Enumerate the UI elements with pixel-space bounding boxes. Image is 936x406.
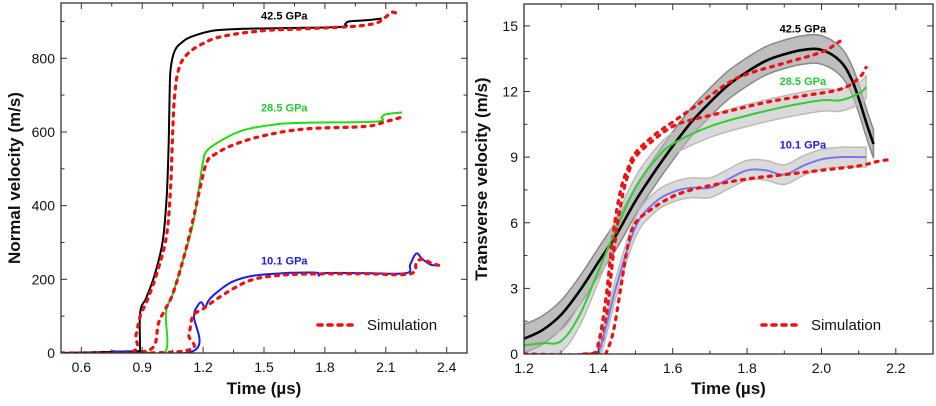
y-tick-label: 12 bbox=[502, 84, 518, 100]
y-axis-title: Normal velocity (m/s) bbox=[5, 92, 24, 264]
series-line-42-5-gpa-simulation bbox=[524, 39, 842, 354]
y-tick-label: 600 bbox=[32, 124, 56, 140]
series-line-10-1-gpa-simulation bbox=[61, 257, 441, 353]
series-label-42-5-gpa: 42.5 GPa bbox=[780, 23, 827, 35]
legend-label-simulation: Simulation bbox=[367, 317, 437, 334]
y-tick-label: 400 bbox=[32, 198, 56, 214]
x-tick-label: 1.5 bbox=[254, 359, 274, 375]
x-axis-title: Time (µs) bbox=[691, 379, 766, 398]
y-tick-label: 800 bbox=[32, 50, 56, 66]
series-line-10-1-gpa-simulation bbox=[604, 157, 894, 354]
transverse-velocity-chart: 1.2 1.4 1.6 1.8 2.0 2.2 0 3 6 9 12 15 Time (µs) Tra… bbox=[472, 3, 934, 398]
x-tick-label: 2.2 bbox=[886, 360, 906, 376]
x-tick-label: 0.6 bbox=[72, 359, 92, 375]
y-tick-label: 6 bbox=[510, 215, 518, 231]
legend-label-simulation: Simulation bbox=[811, 317, 881, 334]
y-tick-label: 200 bbox=[32, 271, 56, 287]
x-tick-label: 1.8 bbox=[315, 359, 335, 375]
y-axis-title: Transverse velocity (m/s) bbox=[472, 77, 491, 280]
x-tick-label: 2.4 bbox=[437, 359, 457, 375]
series-label-10-1-gpa: 10.1 GPa bbox=[780, 139, 827, 151]
plot-frame bbox=[523, 3, 934, 355]
legend: Simulation bbox=[760, 317, 881, 334]
plot-frame bbox=[60, 2, 468, 354]
y-tick-label: 9 bbox=[510, 149, 518, 165]
series-label-28-5-gpa: 28.5 GPa bbox=[780, 76, 827, 88]
series-line-42-5-gpa-simulation bbox=[61, 10, 400, 353]
series-line-42-5-gpa bbox=[61, 17, 382, 353]
x-tick-label: 1.6 bbox=[663, 360, 683, 376]
legend: Simulation bbox=[316, 317, 437, 334]
series-line-10-1-gpa bbox=[597, 155, 867, 354]
y-tick-label: 0 bbox=[47, 345, 55, 361]
series-label-42-5-gpa: 42.5 GPa bbox=[261, 11, 308, 23]
normal-velocity-chart: 0.6 0.9 1.2 1.5 1.8 2.1 2.4 0 200 400 600 800 Time … bbox=[5, 2, 468, 398]
x-tick-label: 2.0 bbox=[812, 360, 832, 376]
series-line-28-5-gpa-simulation bbox=[140, 114, 406, 353]
x-tick-label: 1.2 bbox=[193, 359, 213, 375]
x-tick-label: 1.2 bbox=[514, 360, 534, 376]
x-tick-label: 0.9 bbox=[132, 359, 152, 375]
x-axis-title: Time (µs) bbox=[227, 379, 302, 398]
series-label-28-5-gpa: 28.5 GPa bbox=[261, 103, 308, 115]
series-line-28-5-gpa bbox=[524, 86, 867, 347]
x-tick-label: 1.8 bbox=[737, 360, 757, 376]
series-line-28-5-gpa bbox=[142, 111, 403, 353]
y-tick-label: 15 bbox=[502, 18, 518, 34]
series-line-28-5-gpa-simulation bbox=[581, 65, 868, 354]
x-tick-label: 2.1 bbox=[376, 359, 396, 375]
series-label-10-1-gpa: 10.1 GPa bbox=[261, 256, 308, 268]
y-tick-label: 0 bbox=[510, 346, 518, 362]
y-tick-label: 3 bbox=[510, 280, 518, 296]
x-tick-label: 1.4 bbox=[589, 360, 609, 376]
series-line-42-5-gpa bbox=[524, 47, 875, 340]
series-line-10-1-gpa bbox=[111, 252, 437, 353]
